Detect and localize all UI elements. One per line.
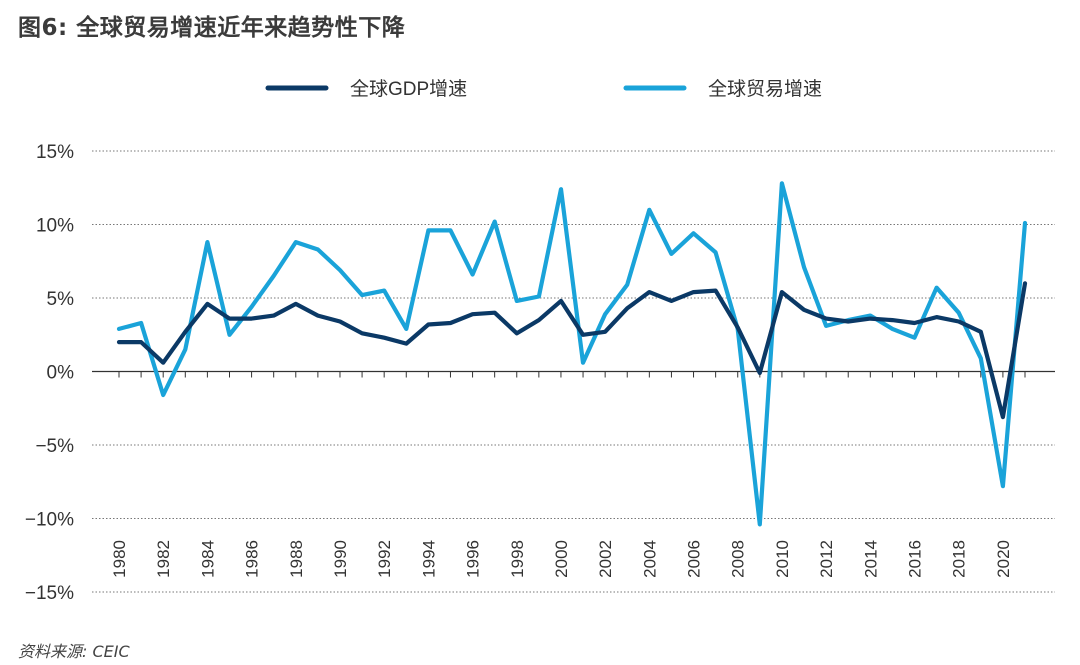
axis-layer: 15% 10% 5% 0% −5% −10% −15% 1980 1982 1984 1986 198… — [25, 142, 1026, 604]
x-tick-label: 2004 — [640, 540, 659, 578]
x-tick-label: 2010 — [773, 540, 792, 578]
series-line-trade — [116, 181, 1028, 527]
y-tick-label: 10% — [36, 216, 74, 237]
x-tick-label: 2012 — [817, 540, 836, 578]
x-tick-label: 1994 — [419, 540, 438, 578]
y-tick-label: 15% — [36, 142, 74, 163]
x-tick-label: 1990 — [331, 540, 350, 578]
legend-label-trade: 全球贸易增速 — [708, 78, 822, 100]
y-tick-label: −15% — [25, 583, 74, 604]
x-tick-label: 1980 — [110, 540, 129, 578]
x-tick-label: 1986 — [243, 540, 262, 578]
x-tick-label: 1988 — [287, 540, 306, 578]
x-tick-label: 2000 — [552, 540, 571, 578]
x-tick-label: 2020 — [994, 540, 1013, 578]
x-tick-label: 2018 — [950, 540, 969, 578]
legend: 全球GDP增速 全球贸易增速 — [265, 78, 822, 100]
y-tick-label: 0% — [47, 363, 75, 384]
chart-title: 图6: 全球贸易增速近年来趋势性下降 — [18, 15, 406, 41]
series-layer — [116, 181, 1028, 527]
x-tick-label: 2002 — [596, 540, 615, 578]
x-tick-label: 2008 — [729, 540, 748, 578]
y-tick-label: −5% — [35, 436, 74, 457]
x-tick-label: 2014 — [861, 540, 880, 578]
y-tick-label: 5% — [47, 289, 75, 310]
x-tick-label: 1984 — [198, 540, 217, 578]
source-note: 资料来源: CEIC — [18, 642, 130, 661]
y-tick-label: −10% — [25, 510, 74, 531]
x-tick-label: 1996 — [464, 540, 483, 578]
x-tick-label: 2016 — [906, 540, 925, 578]
x-tick-label: 1982 — [154, 540, 173, 578]
x-tick-label: 1992 — [375, 540, 394, 578]
x-tick-label: 1998 — [508, 540, 527, 578]
grid-layer — [92, 150, 1055, 593]
legend-label-gdp: 全球GDP增速 — [350, 78, 467, 100]
series-line-gdp — [116, 281, 1028, 420]
x-tick-label: 2006 — [685, 540, 704, 578]
